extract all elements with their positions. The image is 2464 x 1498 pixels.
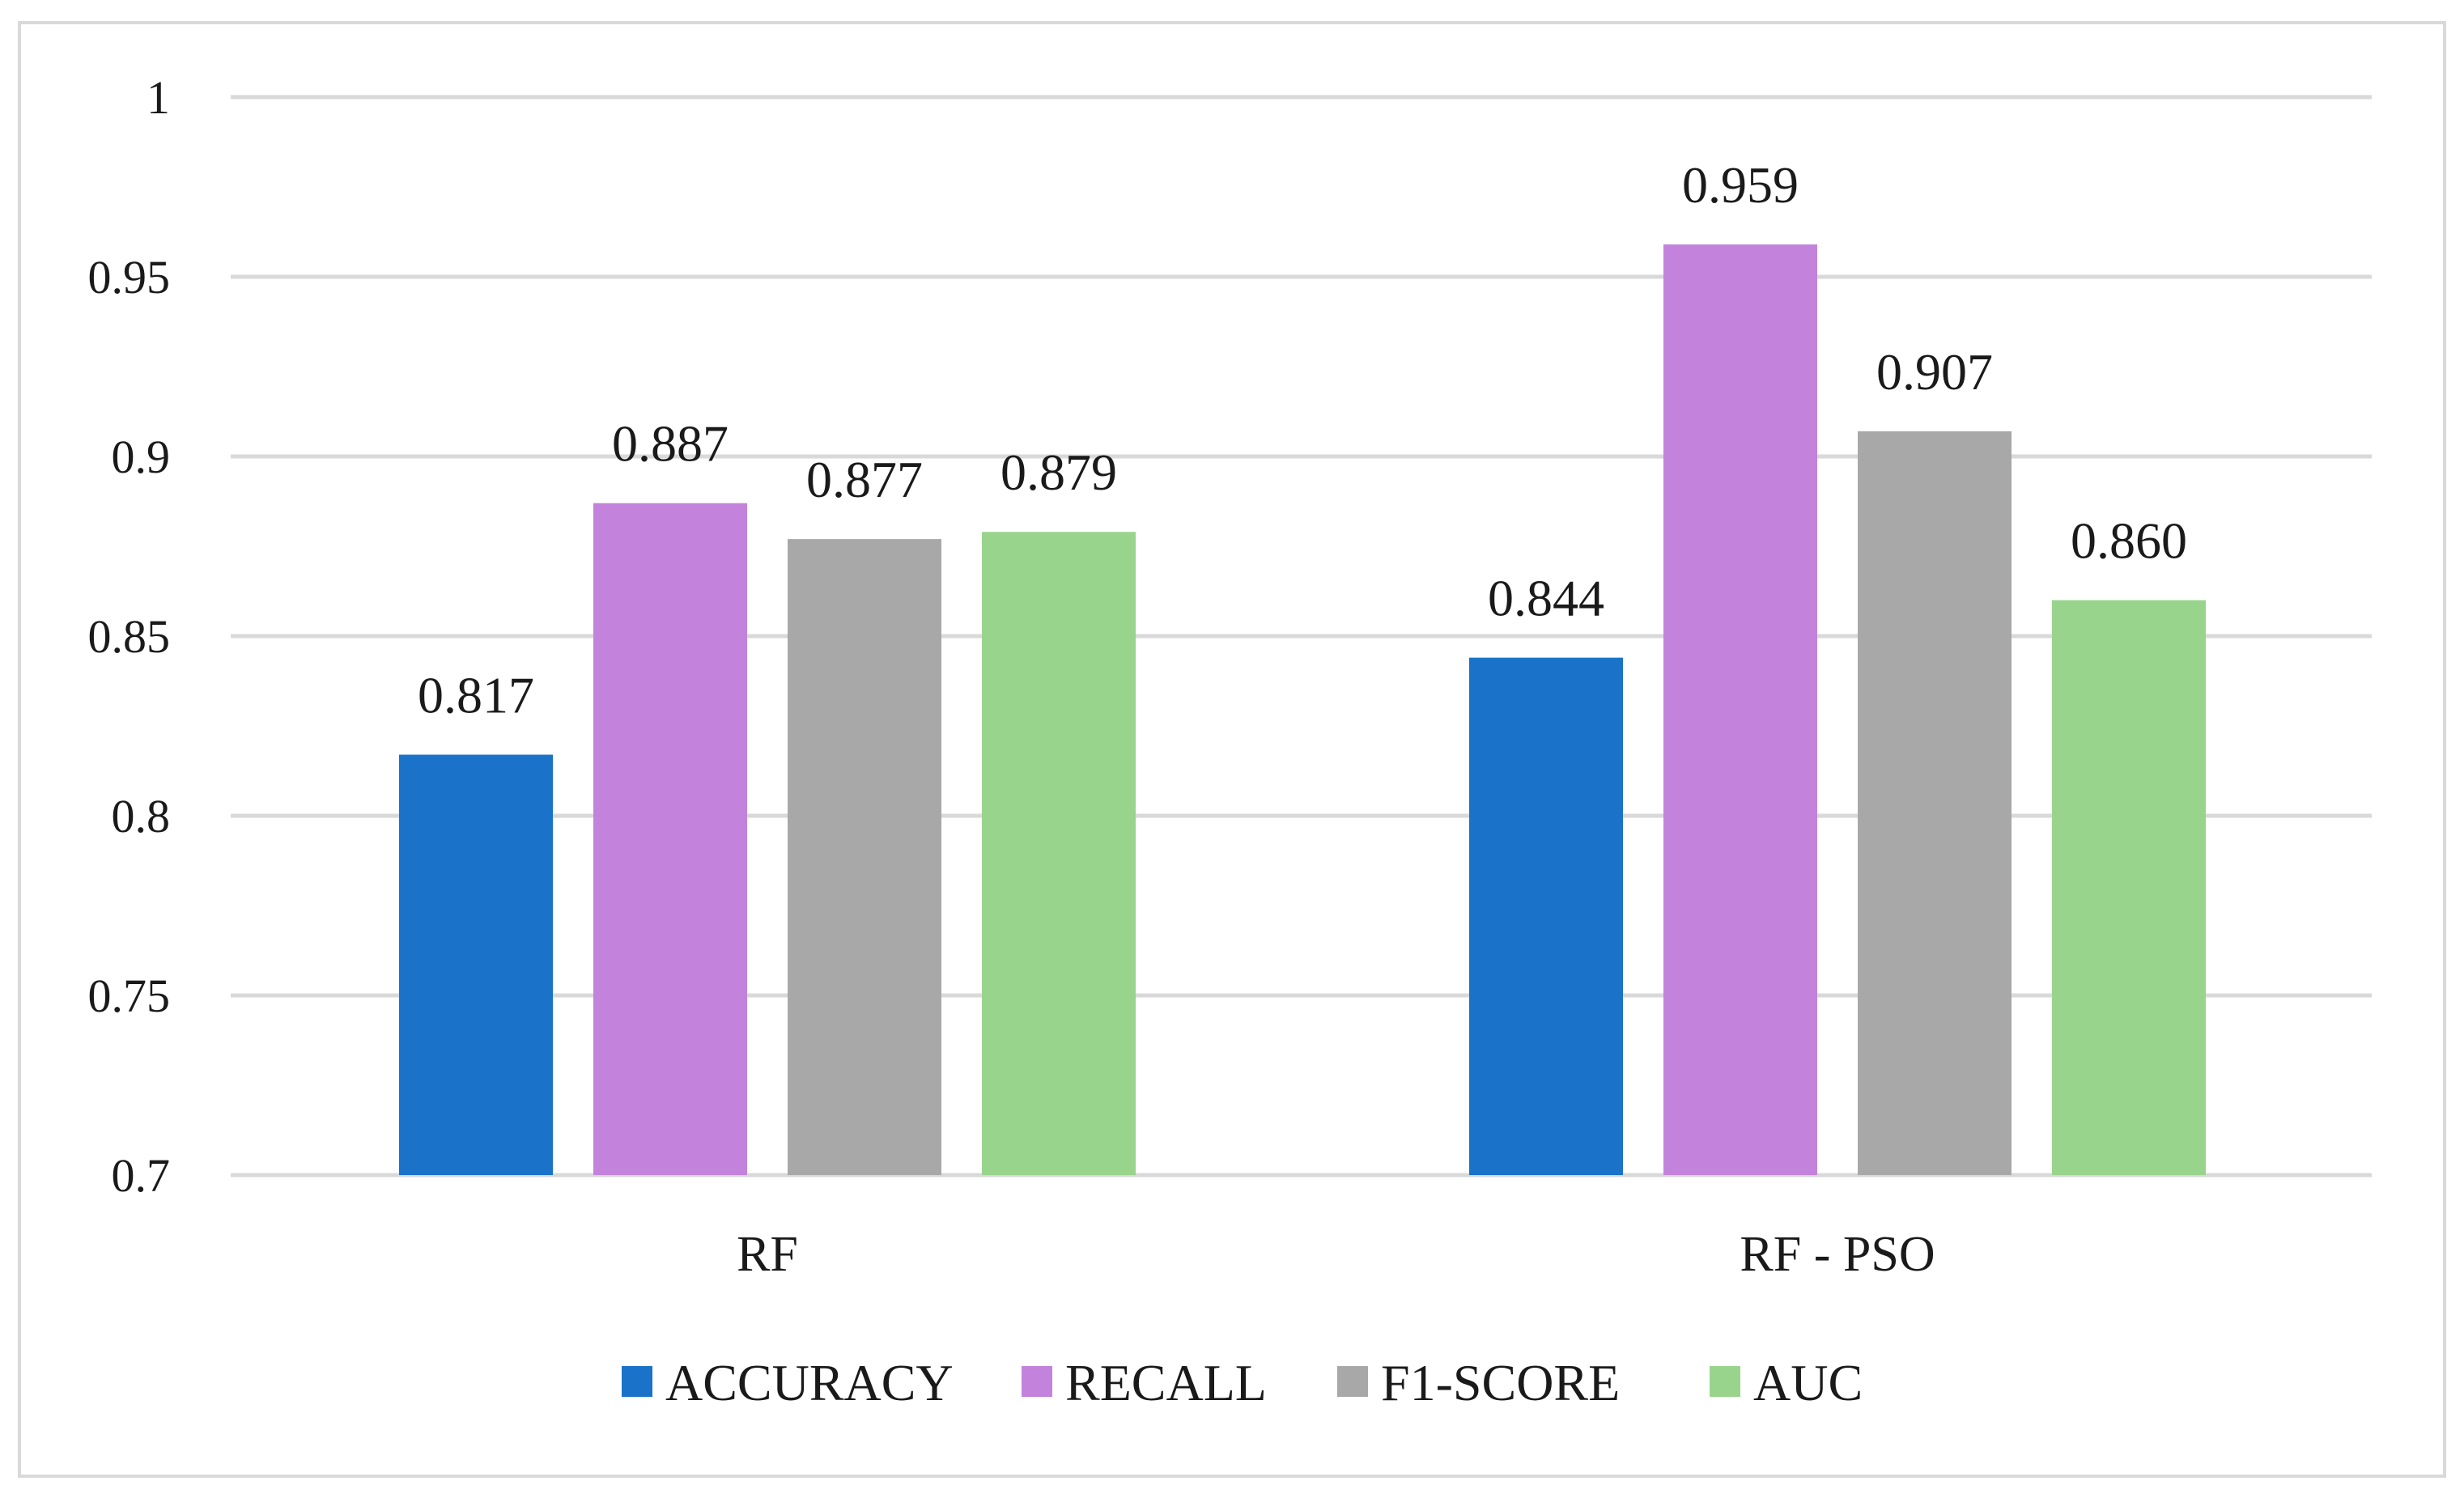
- legend-swatch: [1710, 1366, 1740, 1397]
- data-label: 0.877: [806, 451, 923, 508]
- bar-recall-rf-pso: [1663, 244, 1817, 1175]
- legend-item-recall: RECALL: [1022, 1354, 1267, 1411]
- bar-auc-rf: [982, 532, 1136, 1175]
- data-label: 0.879: [1000, 443, 1117, 501]
- legend-swatch: [1022, 1366, 1052, 1397]
- data-label: 0.887: [612, 415, 729, 473]
- data-label: 0.817: [418, 667, 534, 724]
- y-tick-label: 0.85: [88, 610, 171, 663]
- legend-label: AUC: [1753, 1354, 1863, 1411]
- y-tick-label: 0.95: [88, 251, 171, 303]
- x-axis-category-labels: RF RF - PSO: [737, 1227, 1935, 1282]
- bar-auc-rf-pso: [2052, 600, 2206, 1175]
- x-category-label: RF - PSO: [1740, 1227, 1935, 1282]
- gridlines: [231, 95, 2372, 1178]
- y-tick-label: 0.8: [112, 790, 171, 842]
- y-tick-label: 0.75: [88, 970, 171, 1022]
- bar-recall-rf: [593, 503, 747, 1175]
- data-labels: 0.817 0.844 0.887 0.959 0.877 0.907 0.879 0.860: [418, 156, 2187, 724]
- legend: ACCURACY RECALL F1-SCORE AUC: [622, 1354, 1863, 1411]
- bar-f1-score-rf-pso: [1858, 431, 2012, 1175]
- data-label: 0.860: [2071, 512, 2187, 570]
- legend-item-accuracy: ACCURACY: [622, 1354, 954, 1411]
- chart-frame: [18, 21, 2446, 1478]
- legend-label: F1-SCORE: [1381, 1354, 1620, 1411]
- bar-f1-score-rf: [788, 539, 941, 1175]
- legend-swatch: [1337, 1366, 1368, 1397]
- bars: [399, 244, 2206, 1175]
- bar-accuracy-rf: [399, 754, 553, 1175]
- legend-item-f1-score: F1-SCORE: [1337, 1354, 1620, 1411]
- legend-label: RECALL: [1065, 1354, 1267, 1411]
- legend-item-auc: AUC: [1710, 1354, 1863, 1411]
- y-tick-label: 1: [147, 71, 170, 124]
- legend-label: ACCURACY: [665, 1354, 954, 1411]
- y-tick-label: 0.9: [112, 431, 171, 483]
- y-axis-tick-labels: 0.7 0.75 0.8 0.85 0.9 0.95 1: [88, 71, 171, 1202]
- x-category-label: RF: [737, 1227, 798, 1282]
- y-tick-label: 0.7: [112, 1149, 171, 1202]
- data-label: 0.907: [1876, 343, 1993, 401]
- data-label: 0.959: [1682, 156, 1799, 214]
- legend-swatch: [622, 1366, 652, 1397]
- data-label: 0.844: [1488, 570, 1604, 627]
- bar-accuracy-rf-pso: [1469, 657, 1623, 1175]
